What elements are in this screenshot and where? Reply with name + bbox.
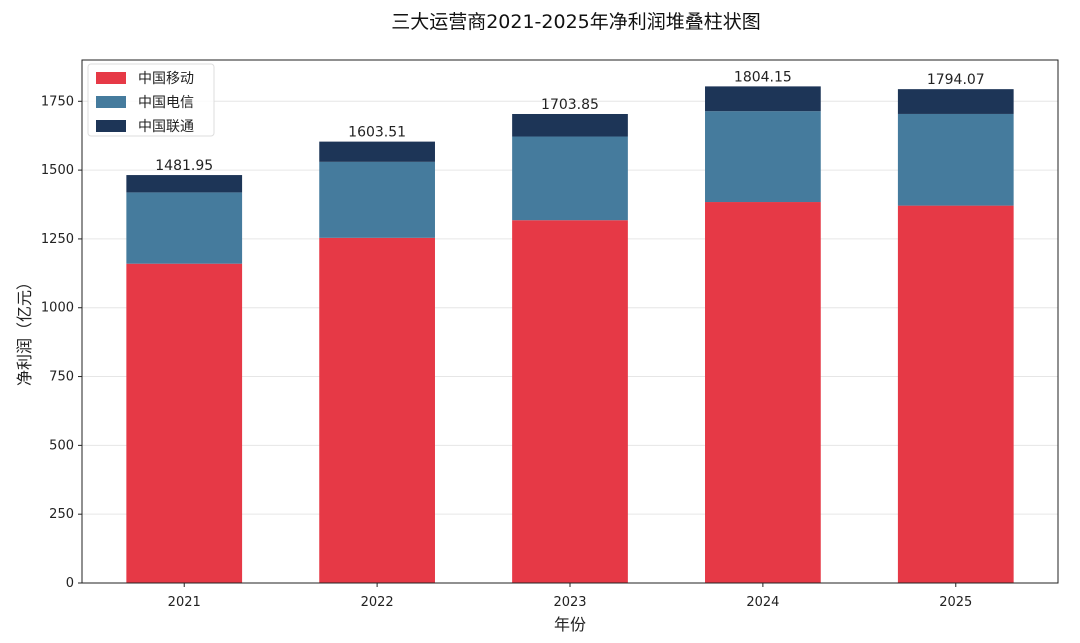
- legend-swatch: [96, 96, 126, 108]
- bar-2024-series-1: [705, 111, 821, 203]
- y-tick-label: 750: [49, 370, 74, 385]
- y-tick-label: 1500: [41, 163, 74, 178]
- y-axis-label: 净利润（亿元）: [15, 274, 34, 386]
- bar-2024-series-0: [705, 202, 821, 584]
- bar-2021-series-1: [126, 192, 243, 264]
- bar-2021-series-2: [126, 175, 243, 193]
- x-tick-label: 2024: [746, 595, 779, 610]
- total-label: 1481.95: [155, 158, 213, 174]
- bar-2022-series-1: [319, 161, 435, 238]
- bar-2021-series-0: [126, 263, 243, 583]
- y-tick-label: 1750: [41, 94, 74, 109]
- legend-swatch: [96, 72, 126, 84]
- bar-2023-series-2: [512, 113, 628, 137]
- x-axis-label: 年份: [554, 615, 586, 634]
- legend-label: 中国移动: [138, 71, 194, 87]
- y-tick-label: 250: [49, 507, 74, 522]
- y-tick-label: 1000: [41, 301, 74, 316]
- y-tick-label: 0: [66, 576, 74, 591]
- y-tick-label: 500: [49, 438, 74, 453]
- legend-swatch: [96, 120, 126, 132]
- y-tick-label: 1250: [41, 232, 74, 247]
- x-tick-label: 2022: [361, 595, 394, 610]
- bar-2025-series-0: [897, 205, 1014, 584]
- legend-label: 中国电信: [138, 95, 194, 111]
- bar-2023-series-0: [512, 220, 628, 583]
- legend-label: 中国联通: [138, 119, 194, 135]
- total-label: 1703.85: [541, 97, 599, 113]
- bar-2022-series-0: [319, 237, 435, 583]
- total-label: 1804.15: [734, 69, 792, 85]
- bar-2023-series-1: [512, 136, 628, 221]
- bar-2024-series-2: [705, 86, 821, 112]
- bar-2025-series-2: [897, 89, 1014, 114]
- total-label: 1794.07: [927, 72, 985, 88]
- x-tick-label: 2025: [939, 595, 972, 610]
- x-tick-label: 2021: [168, 595, 201, 610]
- chart-title: 三大运营商2021-2025年净利润堆叠柱状图: [391, 11, 761, 33]
- total-label: 1603.51: [348, 125, 406, 141]
- bar-2022-series-2: [319, 141, 435, 162]
- x-tick-label: 2023: [553, 595, 586, 610]
- bar-2025-series-1: [897, 113, 1014, 206]
